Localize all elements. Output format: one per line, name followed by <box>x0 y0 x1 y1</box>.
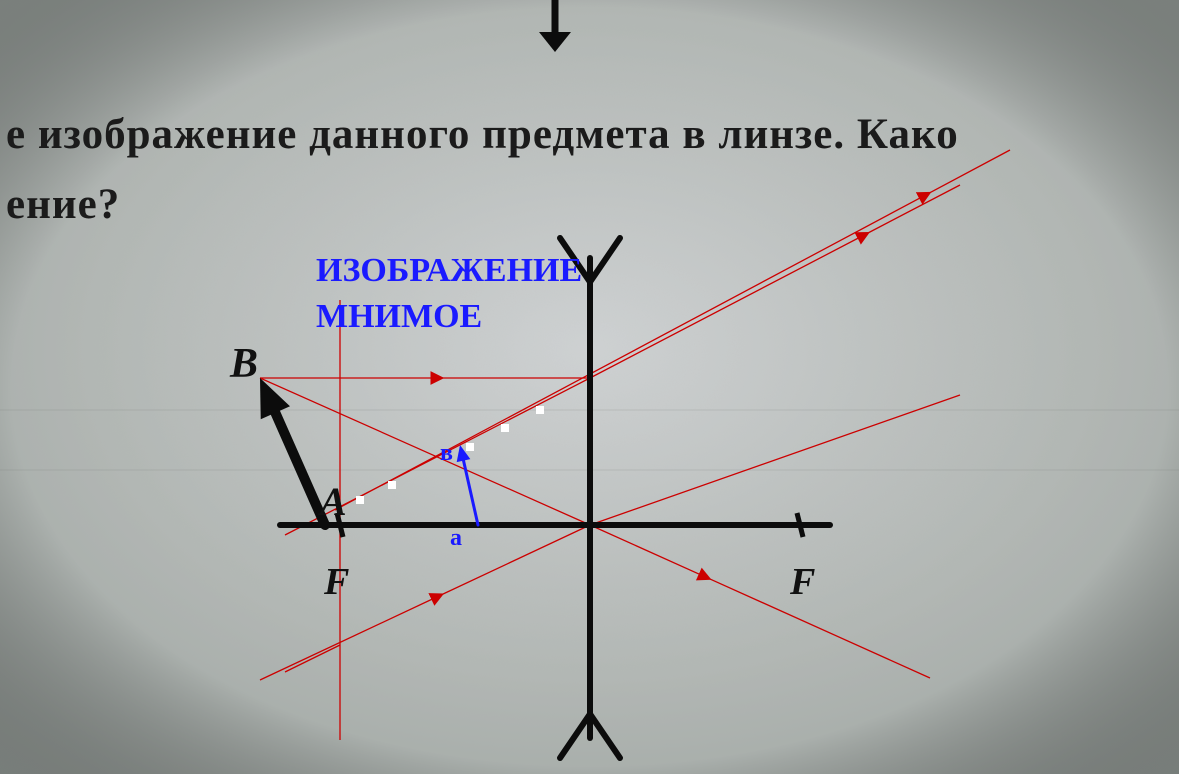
annotation-line-2: МНИМОЕ <box>316 298 482 336</box>
small-label-a: а <box>450 525 462 552</box>
annotation-line-1: ИЗОБРАЖЕНИЕ <box>316 252 582 290</box>
label-F-right: F <box>790 560 815 604</box>
label-F-left: F <box>324 560 349 604</box>
label-B: B <box>230 340 258 388</box>
label-A: A <box>320 478 347 525</box>
printed-text-line-1: е изображение данного предмета в линзе. … <box>6 110 959 159</box>
small-label-v: в <box>440 440 453 467</box>
printed-text-line-2: ение? <box>6 180 120 229</box>
stage: е изображение данного предмета в линзе. … <box>0 0 1179 774</box>
